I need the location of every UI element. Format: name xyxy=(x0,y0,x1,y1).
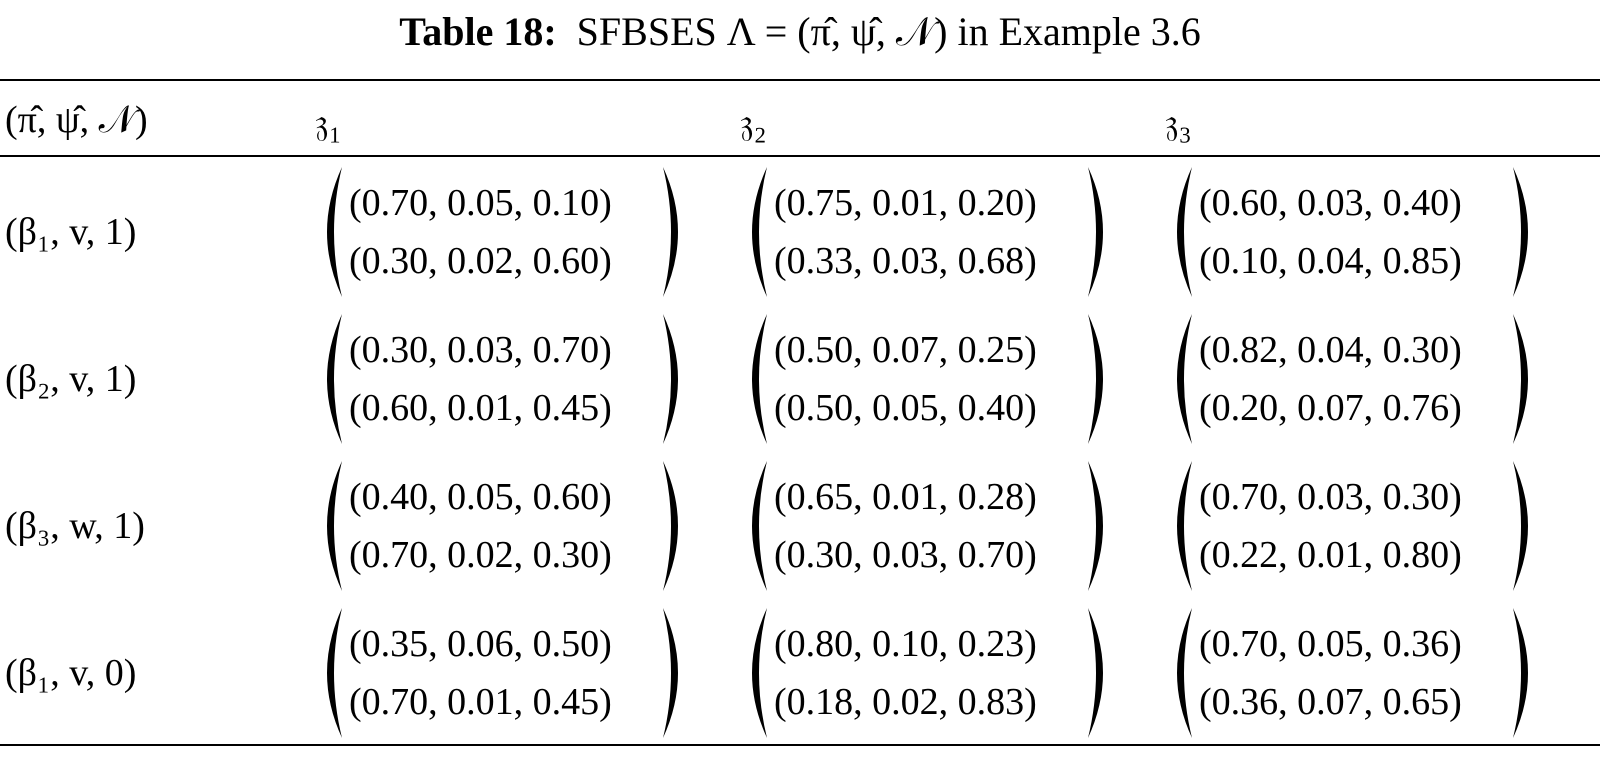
cell-line: (0.22, 0.01, 0.80) xyxy=(1199,534,1462,576)
header-cell: (π̂, ψ̂, 𝒩) xyxy=(5,99,148,141)
header-rule xyxy=(0,155,1600,157)
right-paren xyxy=(663,167,678,297)
header-cell: 𝔷₁ xyxy=(315,102,342,144)
right-paren xyxy=(1088,608,1103,738)
left-paren xyxy=(752,314,767,444)
cell-line: (0.60, 0.03, 0.40) xyxy=(1199,182,1462,224)
cell-line: (0.70, 0.03, 0.30) xyxy=(1199,476,1462,518)
left-paren xyxy=(1177,167,1192,297)
header-cell: 𝔷₂ xyxy=(740,102,767,144)
cell-line: (0.30, 0.03, 0.70) xyxy=(774,534,1037,576)
left-paren xyxy=(752,608,767,738)
paren-shape xyxy=(1088,461,1103,591)
header-cell: 𝔷₃ xyxy=(1165,102,1192,144)
left-paren xyxy=(752,167,767,297)
left-paren xyxy=(1177,461,1192,591)
cell-line: (0.36, 0.07, 0.65) xyxy=(1199,681,1462,723)
paren-shape xyxy=(1513,608,1528,738)
paren-shape xyxy=(1088,608,1103,738)
paren-shape xyxy=(327,461,342,591)
left-paren xyxy=(1177,314,1192,444)
paren-shape xyxy=(327,608,342,738)
paren-shape xyxy=(752,167,767,297)
paren-shape xyxy=(752,314,767,444)
cell-line: (0.75, 0.01, 0.20) xyxy=(774,182,1037,224)
paren-shape xyxy=(1088,314,1103,444)
cell-line: (0.70, 0.02, 0.30) xyxy=(349,534,612,576)
cell-line: (0.40, 0.05, 0.60) xyxy=(349,476,612,518)
cell-line: (0.70, 0.05, 0.10) xyxy=(349,182,612,224)
paren-shape xyxy=(1177,314,1192,444)
cell-line: (0.82, 0.04, 0.30) xyxy=(1199,329,1462,371)
cell-line: (0.60, 0.01, 0.45) xyxy=(349,387,612,429)
cell-line: (0.70, 0.05, 0.36) xyxy=(1199,623,1462,665)
right-paren xyxy=(663,608,678,738)
bottom-rule xyxy=(0,744,1600,746)
paren-shape xyxy=(1513,461,1528,591)
paren-shape xyxy=(663,461,678,591)
paren-shape xyxy=(1177,461,1192,591)
cell-line: (0.30, 0.03, 0.70) xyxy=(349,329,612,371)
right-paren xyxy=(663,314,678,444)
right-paren xyxy=(1088,461,1103,591)
right-paren xyxy=(1088,167,1103,297)
right-paren xyxy=(1513,461,1528,591)
paren-shape xyxy=(1177,167,1192,297)
cell-line: (0.65, 0.01, 0.28) xyxy=(774,476,1037,518)
cell-line: (0.50, 0.05, 0.40) xyxy=(774,387,1037,429)
right-paren xyxy=(1088,314,1103,444)
paren-shape xyxy=(752,608,767,738)
paren-shape xyxy=(752,461,767,591)
cell-line: (0.35, 0.06, 0.50) xyxy=(349,623,612,665)
left-paren xyxy=(752,461,767,591)
paren-shape xyxy=(1177,608,1192,738)
paren-shape xyxy=(327,167,342,297)
paren-shape xyxy=(327,314,342,444)
top-rule xyxy=(0,79,1600,81)
paren-shape xyxy=(663,314,678,444)
paren-shape xyxy=(663,608,678,738)
left-paren xyxy=(1177,608,1192,738)
right-paren xyxy=(1513,608,1528,738)
paren-shape xyxy=(1513,167,1528,297)
left-paren xyxy=(327,461,342,591)
cell-line: (0.70, 0.01, 0.45) xyxy=(349,681,612,723)
cell-line: (0.50, 0.07, 0.25) xyxy=(774,329,1037,371)
left-paren xyxy=(327,608,342,738)
cell-line: (0.30, 0.02, 0.60) xyxy=(349,240,612,282)
cell-line: (0.10, 0.04, 0.85) xyxy=(1199,240,1462,282)
caption-text: SFBSES Λ = (π̂, ψ̂, 𝒩) in Example 3.6 xyxy=(576,9,1201,54)
left-paren xyxy=(327,167,342,297)
paren-shape xyxy=(663,167,678,297)
right-paren xyxy=(1513,167,1528,297)
caption: Table 18: SFBSES Λ = (π̂, ψ̂, 𝒩) in Exam… xyxy=(0,12,1600,52)
cell-line: (0.20, 0.07, 0.76) xyxy=(1199,387,1462,429)
cell-line: (0.33, 0.03, 0.68) xyxy=(774,240,1037,282)
left-paren xyxy=(327,314,342,444)
row-label: (β₁, v, 1) xyxy=(5,211,137,253)
caption-label: Table 18: xyxy=(399,9,557,54)
row-label: (β₁, v, 0) xyxy=(5,652,137,694)
right-paren xyxy=(663,461,678,591)
cell-line: (0.80, 0.10, 0.23) xyxy=(774,623,1037,665)
right-paren xyxy=(1513,314,1528,444)
row-label: (β₂, v, 1) xyxy=(5,358,137,400)
cell-line: (0.18, 0.02, 0.83) xyxy=(774,681,1037,723)
paren-shape xyxy=(1513,314,1528,444)
row-label: (β₃, w, 1) xyxy=(5,505,145,547)
paren-shape xyxy=(1088,167,1103,297)
